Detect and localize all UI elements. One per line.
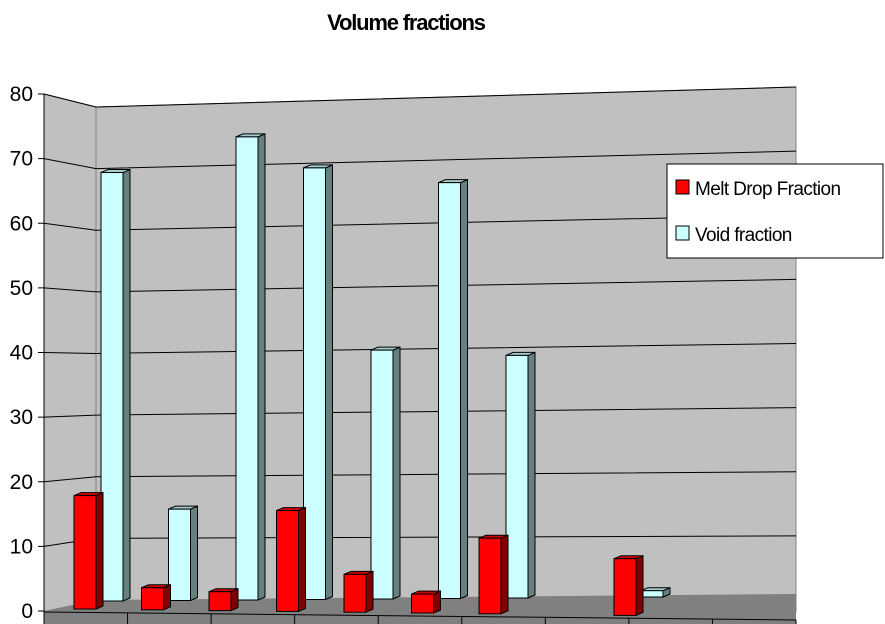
y-tick-label: 10 — [10, 535, 33, 558]
bar-melt — [343, 573, 367, 613]
bar-void-side — [257, 133, 266, 601]
bar-melt — [141, 587, 164, 611]
bar-melt-side — [433, 590, 441, 614]
gridline — [43, 86, 797, 108]
y-tick-label: 30 — [10, 406, 33, 429]
bar-melt-side — [298, 506, 306, 613]
bar-melt-side — [95, 491, 104, 610]
legend: Melt Drop Fraction Void fraction — [666, 163, 884, 259]
bar-melt-side — [635, 554, 644, 617]
y-axis: 0 10 20 30 40 50 60 70 80 — [10, 83, 44, 623]
bar-melt — [411, 593, 434, 614]
bar-void — [370, 349, 394, 600]
gridline — [43, 150, 797, 170]
y-tick-label: 20 — [10, 471, 33, 494]
y-tick-label: 70 — [10, 148, 33, 171]
bar-void — [303, 167, 326, 601]
bar-void — [168, 508, 191, 602]
bar-void-side — [190, 505, 198, 602]
bars — [73, 133, 671, 617]
bar-void-side — [325, 164, 333, 601]
y-tick-label: 60 — [10, 212, 33, 235]
bar-melt — [73, 495, 97, 610]
bar-melt-side — [500, 534, 509, 615]
bar-void — [640, 590, 664, 598]
bar-melt — [208, 591, 232, 612]
bar-melt-side — [163, 583, 171, 611]
bar-void — [505, 354, 529, 599]
x-axis — [43, 612, 797, 624]
gridlines — [43, 86, 797, 547]
gridline — [43, 471, 797, 483]
bar-melt-side — [230, 587, 239, 612]
chart-title: Volume fractions — [327, 10, 486, 35]
bar-void-side — [527, 351, 536, 599]
bar-melt — [276, 510, 299, 612]
y-tick-label: 50 — [10, 277, 33, 300]
legend-label-melt: Melt Drop Fraction — [695, 179, 841, 200]
gridline — [43, 407, 797, 418]
bar-melt — [478, 537, 502, 615]
bar-melt — [613, 558, 637, 616]
bar-void-side — [392, 346, 401, 600]
bar-melt-side — [365, 570, 374, 613]
y-tick-label: 80 — [10, 83, 33, 106]
legend-swatch-void — [675, 225, 690, 241]
legend-box — [666, 163, 884, 259]
legend-swatch-melt — [675, 179, 690, 195]
floor-front-edge — [43, 611, 797, 621]
y-tick-label: 40 — [10, 342, 33, 365]
gridline — [43, 278, 797, 293]
bar-void — [235, 136, 259, 601]
bar-void-side — [122, 168, 131, 602]
gridline — [43, 214, 797, 231]
bar-void — [438, 182, 461, 599]
bar-void — [100, 172, 124, 602]
y-tick-label: 0 — [21, 600, 33, 623]
legend-label-void: Void fraction — [695, 225, 792, 246]
bar-void-side — [460, 178, 468, 600]
gridline — [43, 343, 797, 355]
